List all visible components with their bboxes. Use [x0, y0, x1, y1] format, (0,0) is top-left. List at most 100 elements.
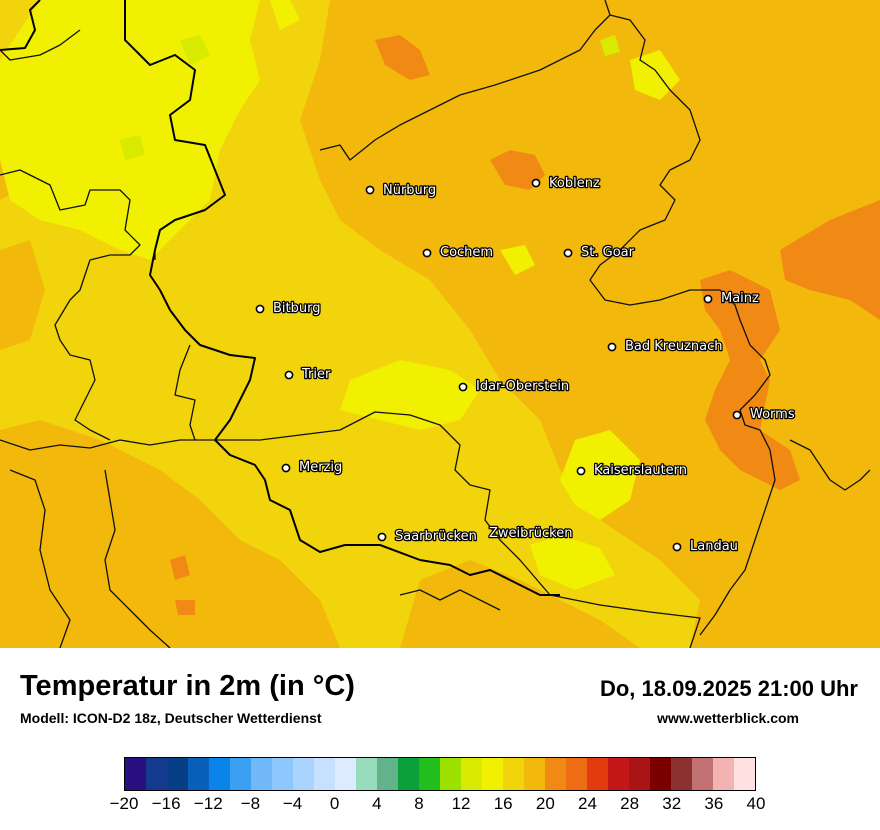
city-dot	[732, 410, 742, 420]
city-dot	[458, 382, 468, 392]
legend-swatch	[650, 758, 671, 790]
city-label: Merzig	[299, 460, 342, 475]
city-label: Kaiserslautern	[594, 463, 687, 478]
legend-swatch	[461, 758, 482, 790]
website-url[interactable]: www.wetterblick.com	[657, 710, 799, 726]
legend-swatch	[482, 758, 503, 790]
city-mainz: Mainz	[703, 290, 760, 307]
city-koblenz: Koblenz	[531, 175, 601, 192]
legend-tick-label: −20	[109, 794, 139, 813]
city-nurburg: Nürburg	[365, 182, 437, 199]
city-label: Worms	[750, 407, 795, 422]
city-label: Landau	[690, 539, 738, 554]
legend-swatch	[503, 758, 524, 790]
temperature-map: Nürburg Koblenz Cochem St. Goar Bitburg …	[0, 0, 880, 648]
city-dot	[284, 370, 294, 380]
city-worms: Worms	[732, 406, 796, 423]
legend-swatch	[692, 758, 713, 790]
legend-tick-label: 32	[662, 794, 682, 813]
city-label: Mainz	[721, 291, 759, 306]
legend-swatch	[587, 758, 608, 790]
legend-swatch	[188, 758, 209, 790]
legend-swatch	[566, 758, 587, 790]
legend-swatch	[524, 758, 545, 790]
legend-swatch	[419, 758, 440, 790]
city-label: Bad Kreuznach	[625, 339, 723, 354]
legend-swatch	[146, 758, 167, 790]
legend-tick-label: −4	[282, 794, 303, 813]
city-label: Bitburg	[273, 301, 321, 316]
borders	[0, 0, 871, 648]
legend-swatch	[377, 758, 398, 790]
legend-swatch	[713, 758, 734, 790]
city-idar-oberstein: Idar-Oberstein	[458, 378, 570, 395]
color-legend-ticks: −20 −16 −12 −8 −4 0 4 8 12 16 20 24 28 32 36 40	[110, 794, 766, 818]
city-dot	[365, 185, 375, 195]
city-dot	[607, 342, 617, 352]
legend-swatch	[251, 758, 272, 790]
city-markers: Nürburg Koblenz Cochem St. Goar Bitburg …	[255, 175, 796, 555]
city-dot	[531, 178, 541, 188]
city-merzig: Merzig	[281, 459, 344, 476]
legend-tick-label: 4	[372, 794, 382, 813]
city-label: St. Goar	[581, 245, 635, 260]
city-zweibruecken: Zweibrücken	[488, 525, 574, 543]
legend-swatch	[272, 758, 293, 790]
legend-swatch	[545, 758, 566, 790]
temperature-zone-22-24	[170, 35, 880, 615]
legend-swatch	[167, 758, 188, 790]
city-label: Cochem	[440, 245, 493, 260]
model-info: Modell: ICON-D2 18z, Deutscher Wetterdie…	[20, 710, 322, 726]
city-bad-kreuznach: Bad Kreuznach	[607, 338, 724, 355]
city-label: Saarbrücken	[395, 529, 477, 544]
city-cochem: Cochem	[422, 244, 494, 261]
city-landau: Landau	[672, 538, 739, 555]
legend-tick-label: 24	[577, 794, 597, 813]
legend-swatch	[335, 758, 356, 790]
city-trier: Trier	[284, 366, 332, 383]
forecast-datetime: Do, 18.09.2025 21:00 Uhr	[599, 676, 858, 701]
city-label: Trier	[301, 367, 331, 382]
legend-tick-label: 12	[451, 794, 471, 813]
legend-tick-label: −8	[240, 794, 261, 813]
legend-swatch	[230, 758, 251, 790]
city-kaiserslautern: Kaiserslautern	[576, 462, 688, 479]
legend-tick-label: 16	[493, 794, 513, 813]
legend-swatch	[314, 758, 335, 790]
temperature-zone-20-22	[0, 0, 880, 648]
legend-swatch	[398, 758, 419, 790]
city-st-goar: St. Goar	[563, 244, 636, 261]
page-title: Temperatur in 2m (in °C)	[20, 670, 355, 702]
legend-swatch	[608, 758, 629, 790]
legend-swatch	[293, 758, 314, 790]
city-dot	[377, 532, 387, 542]
legend-swatch	[671, 758, 692, 790]
legend-swatch	[125, 758, 146, 790]
legend-tick-label: 8	[414, 794, 424, 813]
city-dot	[703, 294, 713, 304]
city-dot	[281, 463, 291, 473]
legend-tick-label: 20	[535, 794, 555, 813]
city-dot	[422, 248, 432, 258]
city-label: Idar-Oberstein	[476, 379, 569, 394]
city-dot	[255, 304, 265, 314]
temperature-zone-14-16	[120, 35, 620, 160]
legend-swatch	[209, 758, 230, 790]
city-saarbruecken: Saarbrücken	[377, 528, 478, 545]
city-dot	[576, 466, 586, 476]
city-label: Nürburg	[383, 183, 436, 198]
legend-tick-label: 0	[329, 794, 340, 813]
legend-tick-label: −12	[193, 794, 223, 813]
legend-swatch	[734, 758, 755, 790]
legend-tick-label: −16	[151, 794, 181, 813]
color-legend-bar	[124, 757, 756, 791]
city-dot	[672, 542, 682, 552]
legend-tick-label: 36	[704, 794, 724, 813]
city-bitburg: Bitburg	[255, 300, 322, 317]
legend-swatch	[629, 758, 650, 790]
city-label: Koblenz	[549, 176, 600, 191]
city-dot	[563, 248, 573, 258]
legend-tick-label: 28	[620, 794, 640, 813]
city-label: Zweibrücken	[489, 526, 572, 541]
legend-swatch	[440, 758, 461, 790]
